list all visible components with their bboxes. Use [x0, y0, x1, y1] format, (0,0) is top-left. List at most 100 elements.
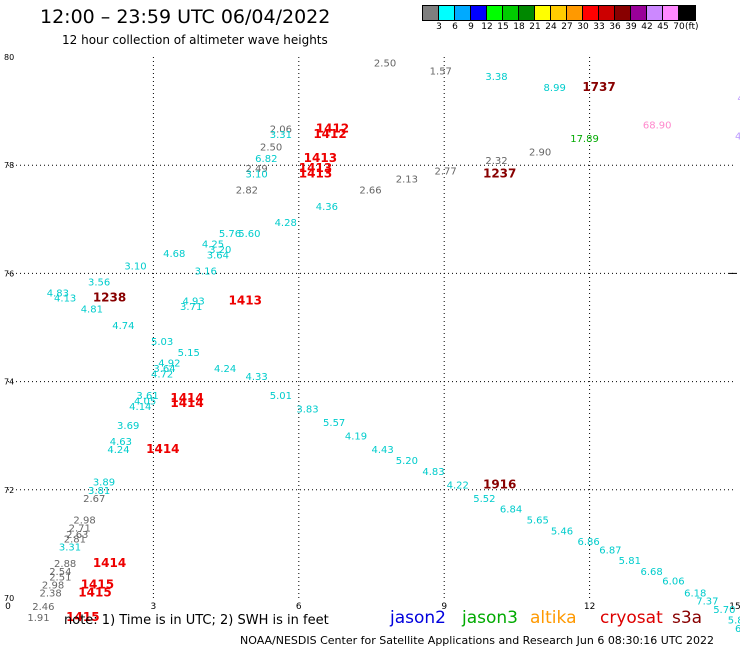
- pass-time-label: 1414: [170, 391, 203, 405]
- wave-height-label: 4.72: [151, 369, 173, 380]
- wave-height-label: 2.67: [83, 494, 105, 505]
- wave-height-label: 2.32: [485, 156, 507, 167]
- pass-time-label: 1413: [229, 293, 262, 307]
- pass-time-label: 1415: [66, 610, 99, 624]
- wave-height-label: 47.0: [737, 94, 740, 105]
- colorbar-swatch: [519, 6, 535, 20]
- wave-height-label: 68.90: [643, 121, 672, 132]
- pass-time-label: 1916: [483, 477, 516, 491]
- wave-height-label: 5.82: [728, 616, 740, 627]
- wave-height-label: 4.43: [372, 445, 394, 456]
- pass-time-label: 1413: [304, 151, 337, 165]
- mission-s3a: s3a: [672, 608, 703, 628]
- wave-height-label: 4.63: [110, 437, 132, 448]
- wave-height-label: 4.05: [134, 397, 156, 408]
- colorbar-label: 30: [577, 22, 589, 32]
- wave-height-label: 2.63: [66, 530, 88, 541]
- wave-height-label: 8.99: [544, 83, 566, 94]
- y-tick-label: 78: [4, 161, 14, 170]
- colorbar-label: 42: [641, 22, 653, 32]
- wave-height-label: 6.86: [577, 537, 599, 548]
- colorbar-label: 12: [481, 22, 493, 32]
- wave-height-label: 4.14: [129, 402, 151, 413]
- mission-cryosat: cryosat: [600, 608, 663, 628]
- pass-time-label: 1413: [299, 161, 332, 175]
- wave-height-label: 5.52: [473, 494, 495, 505]
- colorbar-swatch: [567, 6, 583, 20]
- footnote: note: 1) Time is in UTC; 2) SWH is in fe…: [64, 613, 329, 628]
- colorbar-label: 21: [529, 22, 541, 32]
- colorbar-label: 70: [673, 22, 685, 32]
- colorbar-swatch: [455, 6, 471, 20]
- x-tick-label: 0: [5, 602, 11, 612]
- wave-height-label: 5.46: [551, 526, 573, 537]
- colorbar-swatch: [583, 6, 599, 20]
- wave-height-label: 2.98: [42, 580, 64, 591]
- wave-height-label: 6.18: [684, 589, 706, 600]
- pass-time-label: 1415: [81, 577, 114, 591]
- colorbar-label: 9: [468, 22, 474, 32]
- wave-height-label: 7.37: [696, 597, 718, 608]
- colorbar-swatch: [679, 6, 695, 20]
- wave-height-label: 2.98: [73, 516, 95, 527]
- colorbar-swatch: [615, 6, 631, 20]
- pass-time-label: 1414: [170, 396, 203, 410]
- wave-height-label: 2.71: [69, 524, 91, 535]
- colorbar-label: 15: [497, 22, 509, 32]
- colorbar-swatch: [599, 6, 615, 20]
- wave-height-label: 4.68: [163, 249, 185, 260]
- wave-height-label: 6.82: [255, 154, 277, 165]
- wave-height-label: 5.65: [527, 516, 549, 527]
- mission-jason3: jason3: [462, 608, 518, 628]
- wave-height-label: 3.61: [136, 391, 158, 402]
- wave-height-label: 4.22: [447, 480, 469, 491]
- x-tick-label: 15: [729, 602, 740, 612]
- wave-height-label: 3.38: [485, 72, 507, 83]
- colorbar-label: 39: [625, 22, 637, 32]
- x-tick-label: 9: [441, 602, 447, 612]
- wave-height-label: 2.46: [32, 602, 54, 613]
- wave-height-label: 3.56: [88, 278, 110, 289]
- colorbar-swatch: [423, 6, 439, 20]
- mission-altika: altika: [530, 608, 577, 628]
- colorbar-label: 45: [657, 22, 669, 32]
- colorbar-swatch: [503, 6, 519, 20]
- wave-height-label: 4.24: [214, 364, 236, 375]
- wave-height-label: 2.88: [54, 559, 76, 570]
- wave-height-label: 6.84: [500, 505, 522, 516]
- wave-height-label: 2.49: [245, 164, 267, 175]
- page-title: 12:00 – 23:59 UTC 06/04/2022: [40, 6, 331, 28]
- colorbar-label: 18: [513, 22, 525, 32]
- pass-time-label: 1415: [78, 586, 111, 600]
- wave-height-label: 3.81: [88, 486, 110, 497]
- pass-time-label: 1414: [146, 442, 179, 456]
- wave-height-label: 4.25: [202, 240, 224, 251]
- wave-height-label: 4.92: [158, 359, 180, 370]
- wave-height-label: 3.64: [207, 250, 229, 261]
- pass-time-label: 1413: [299, 166, 332, 180]
- colorbar-label: 3: [436, 22, 442, 32]
- wave-height-label: 5.57: [323, 418, 345, 429]
- wave-height-label: 5.60: [238, 229, 260, 240]
- wave-height-label: 3.31: [59, 543, 81, 554]
- wave-height-label: 4.93: [182, 296, 204, 307]
- pass-time-label: 1412: [313, 127, 346, 141]
- wave-height-label: 4.24: [107, 445, 129, 456]
- colorbar-label: 36: [609, 22, 621, 32]
- x-tick-label: 6: [296, 602, 302, 612]
- pass-time-label: 1412: [316, 121, 349, 135]
- wave-height-label: 3.83: [296, 405, 318, 416]
- wave-height-label: 5.76: [219, 229, 241, 240]
- x-tick-label: 3: [151, 602, 157, 612]
- wave-height-label: 6.06: [662, 577, 684, 588]
- wave-height-label: 17.89: [570, 134, 599, 145]
- wave-height-label: 3.16: [195, 267, 217, 278]
- pass-time-label: 1237: [483, 166, 516, 180]
- wave-height-label: 2.13: [396, 175, 418, 186]
- pass-time-label: 1414: [93, 556, 126, 570]
- wave-height-label: 4.74: [112, 321, 134, 332]
- wave-height-label: 3.20: [209, 245, 231, 256]
- wave-height-label: 2.38: [40, 589, 62, 600]
- wave-height-label: 2.81: [64, 534, 86, 545]
